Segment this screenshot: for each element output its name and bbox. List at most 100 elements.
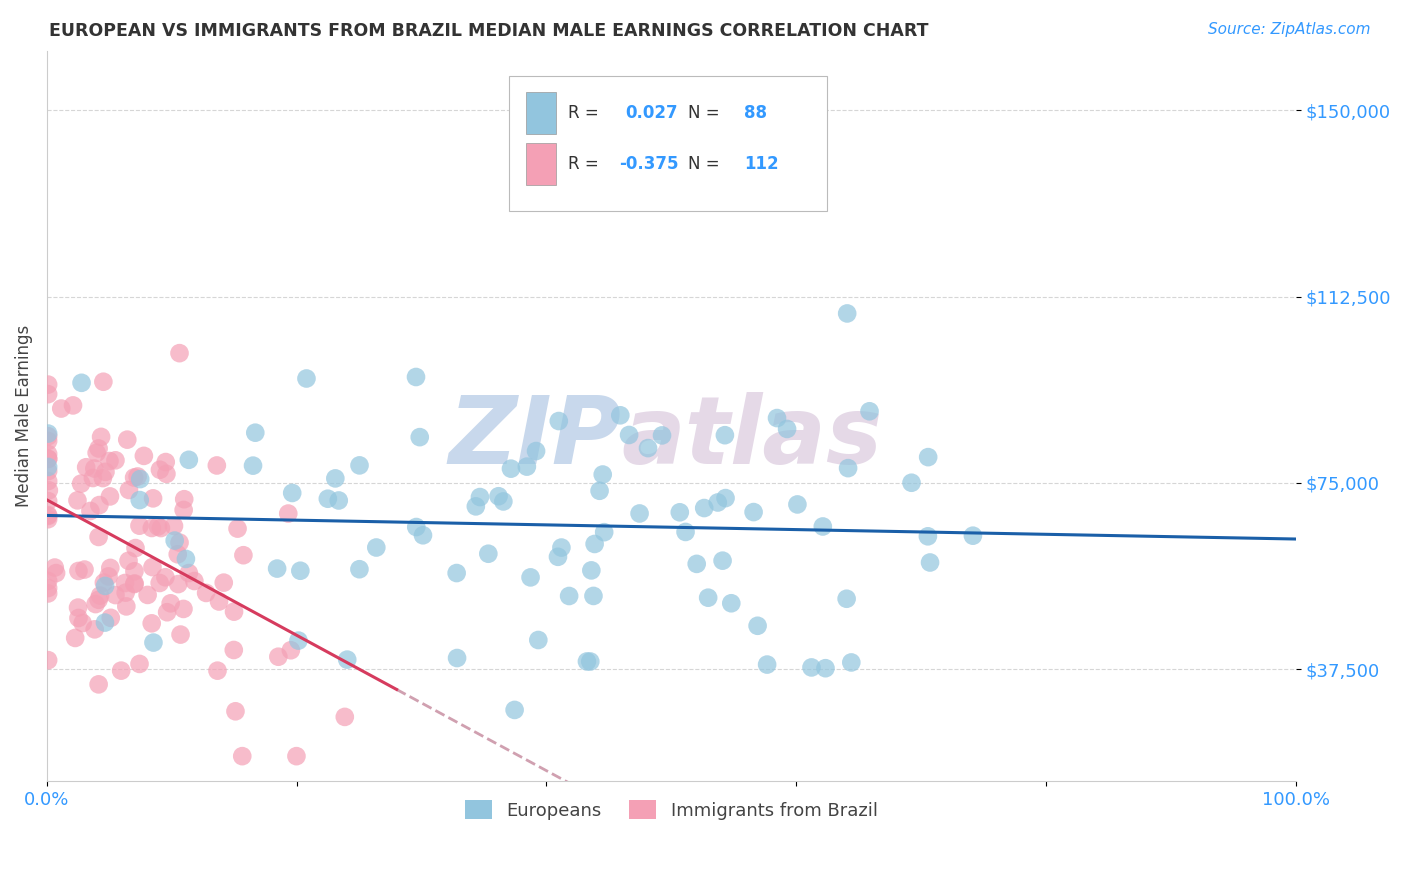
- Point: [742, 505, 765, 519]
- Point: [142, 635, 165, 649]
- Point: [37, 494, 59, 508]
- Point: [628, 507, 651, 521]
- Point: [87, 592, 110, 607]
- Point: [245, 425, 267, 440]
- Point: [122, 470, 145, 484]
- Point: [37, 508, 59, 523]
- Point: [37, 434, 59, 448]
- FancyBboxPatch shape: [509, 76, 828, 211]
- Point: [63, 631, 86, 645]
- Point: [117, 433, 139, 447]
- Point: [149, 463, 172, 477]
- Point: [129, 472, 152, 486]
- Point: [37, 474, 59, 488]
- Point: [169, 627, 191, 641]
- Point: [91, 471, 114, 485]
- Point: [837, 461, 859, 475]
- Point: [155, 467, 177, 481]
- Point: [714, 428, 737, 442]
- Point: [800, 660, 823, 674]
- Point: [114, 585, 136, 599]
- Point: [89, 498, 111, 512]
- Point: [83, 461, 105, 475]
- Point: [86, 446, 108, 460]
- Point: [94, 579, 117, 593]
- Point: [44, 560, 66, 574]
- Point: [37, 377, 59, 392]
- Point: [205, 458, 228, 473]
- Text: R =: R =: [568, 155, 603, 173]
- Point: [97, 569, 120, 583]
- Point: [527, 632, 550, 647]
- Point: [94, 615, 117, 630]
- Point: [405, 520, 427, 534]
- Point: [962, 529, 984, 543]
- Point: [37, 447, 59, 461]
- Point: [575, 655, 598, 669]
- Point: [149, 521, 172, 535]
- Point: [90, 430, 112, 444]
- Point: [37, 451, 59, 466]
- Text: N =: N =: [688, 155, 724, 173]
- Point: [87, 677, 110, 691]
- Point: [583, 537, 606, 551]
- Point: [124, 541, 146, 555]
- Point: [174, 552, 197, 566]
- Point: [37, 459, 59, 474]
- Point: [858, 404, 880, 418]
- Text: Source: ZipAtlas.com: Source: ZipAtlas.com: [1208, 22, 1371, 37]
- Point: [488, 489, 510, 503]
- Point: [503, 703, 526, 717]
- Point: [609, 409, 631, 423]
- Point: [492, 494, 515, 508]
- Point: [163, 519, 186, 533]
- Point: [66, 493, 89, 508]
- Text: N =: N =: [688, 103, 724, 121]
- FancyBboxPatch shape: [526, 143, 557, 185]
- Point: [651, 428, 673, 442]
- Text: atlas: atlas: [621, 392, 883, 483]
- Point: [159, 596, 181, 610]
- Point: [747, 619, 769, 633]
- Point: [366, 541, 388, 555]
- Point: [756, 657, 779, 672]
- Point: [918, 556, 941, 570]
- Point: [167, 577, 190, 591]
- Point: [37, 451, 59, 466]
- Point: [697, 591, 720, 605]
- Point: [37, 586, 59, 600]
- Point: [115, 599, 138, 614]
- Point: [155, 455, 177, 469]
- Point: [222, 605, 245, 619]
- Point: [686, 557, 709, 571]
- Point: [814, 661, 837, 675]
- Point: [222, 643, 245, 657]
- Point: [83, 623, 105, 637]
- Point: [155, 570, 177, 584]
- Point: [37, 429, 59, 443]
- Point: [82, 471, 104, 485]
- Point: [707, 495, 730, 509]
- Point: [224, 704, 246, 718]
- Point: [409, 430, 432, 444]
- Point: [117, 554, 139, 568]
- Point: [72, 615, 94, 630]
- Point: [446, 566, 468, 580]
- Point: [177, 566, 200, 580]
- Point: [285, 749, 308, 764]
- Point: [136, 588, 159, 602]
- Point: [468, 490, 491, 504]
- Point: [917, 529, 939, 543]
- Point: [37, 426, 59, 441]
- Point: [177, 452, 200, 467]
- Point: [280, 643, 302, 657]
- Point: [693, 501, 716, 516]
- Point: [839, 656, 862, 670]
- Point: [70, 476, 93, 491]
- Point: [464, 500, 486, 514]
- Point: [287, 633, 309, 648]
- Point: [128, 657, 150, 671]
- Point: [231, 749, 253, 764]
- Point: [637, 441, 659, 455]
- Point: [146, 519, 169, 533]
